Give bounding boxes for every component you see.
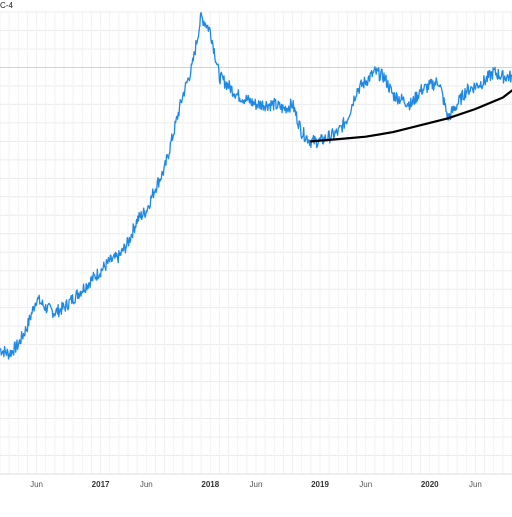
grid — [0, 11, 512, 475]
x-tick-label: 2020 — [421, 480, 439, 489]
x-tick-label: 2017 — [92, 480, 110, 489]
x-tick-label: Jun — [140, 480, 153, 489]
x-tick-label: Jun — [250, 480, 263, 489]
x-tick-label: 2018 — [201, 480, 219, 489]
series-layer — [0, 11, 512, 360]
chart-title-fragment: C-4 — [0, 1, 13, 10]
price-series-line — [0, 11, 512, 360]
x-axis: Jun 2017 Jun 2018 Jun 2019 Jun 2020 Jun — [0, 473, 512, 489]
x-tick-label: 2019 — [311, 480, 329, 489]
x-tick-label: Jun — [359, 480, 372, 489]
x-tick-label: Jun — [469, 480, 482, 489]
x-tick-label: Jun — [30, 480, 43, 489]
support-curve — [309, 89, 512, 143]
annotation-layer — [309, 89, 512, 143]
